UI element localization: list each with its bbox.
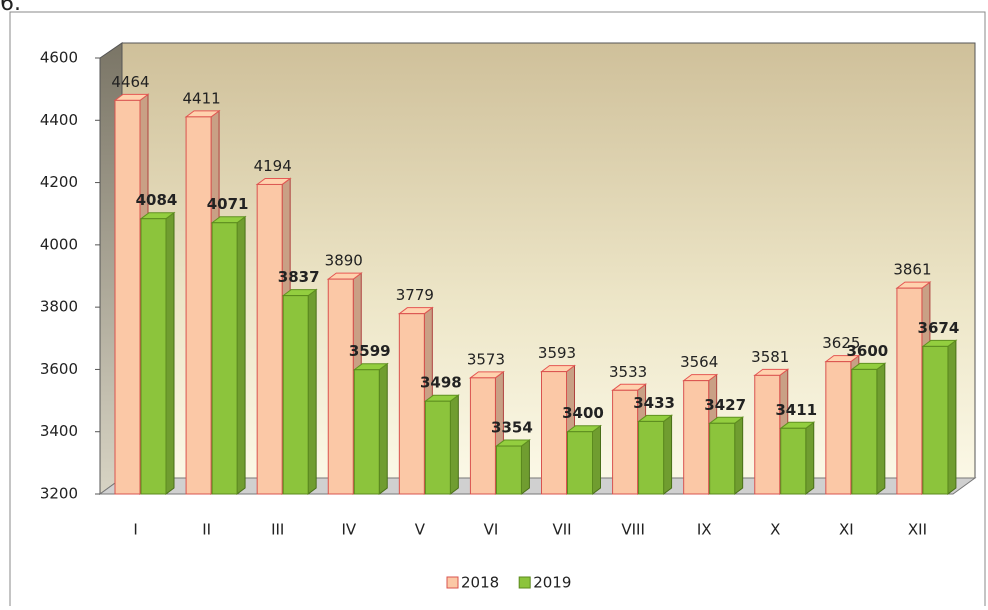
- data-label: 4084: [136, 191, 178, 209]
- bar: [754, 374, 781, 495]
- bar: [327, 278, 354, 495]
- bar-side: [805, 421, 815, 495]
- bar-side: [307, 288, 317, 495]
- data-label: 3354: [491, 419, 533, 437]
- bar: [612, 389, 639, 495]
- bar: [185, 116, 212, 495]
- data-label: 3600: [846, 342, 888, 360]
- data-label: 3564: [680, 353, 718, 371]
- x-tick-label: IX: [697, 521, 712, 539]
- legend-label: 2019: [533, 574, 571, 592]
- bar-side: [520, 439, 530, 495]
- x-tick-label: VII: [552, 521, 571, 539]
- data-label: 3581: [751, 348, 789, 366]
- data-label: 3433: [633, 394, 675, 412]
- bar: [140, 218, 167, 495]
- x-tick-label: IV: [341, 521, 356, 539]
- data-label: 3861: [893, 261, 931, 279]
- y-tick-label: 3200: [40, 485, 78, 503]
- data-label: 3427: [704, 396, 746, 414]
- bar-side: [734, 416, 744, 495]
- data-label: 3498: [420, 374, 462, 392]
- bar: [851, 368, 878, 495]
- x-tick-label: VI: [484, 521, 499, 539]
- bar: [825, 361, 852, 495]
- x-tick-label: X: [770, 521, 780, 539]
- bar: [922, 345, 949, 495]
- chart-frame: [9, 11, 986, 610]
- bar: [780, 427, 807, 495]
- data-label: 3625: [822, 334, 860, 352]
- data-label: 4411: [182, 89, 220, 107]
- bar-side: [947, 339, 957, 495]
- bar-side: [592, 424, 601, 495]
- x-tick-label: III: [271, 521, 284, 539]
- data-label: 3779: [396, 286, 434, 304]
- bar: [424, 400, 451, 495]
- bar-side: [165, 211, 175, 495]
- y-tick-label: 4600: [40, 49, 78, 67]
- x-tick-label: V: [415, 521, 426, 539]
- x-tick-label: VIII: [621, 521, 645, 539]
- bar-side: [449, 394, 459, 495]
- x-tick-label: I: [133, 521, 137, 539]
- bar: [896, 287, 923, 495]
- data-label: 3593: [538, 344, 576, 362]
- data-label: 3890: [325, 252, 363, 270]
- bar: [683, 380, 710, 495]
- legend-label: 2018: [461, 574, 499, 592]
- y-tick-label: 4400: [40, 111, 78, 129]
- data-label: 3599: [349, 342, 391, 360]
- bar: [638, 420, 665, 495]
- legend-swatch: [446, 576, 459, 589]
- bar: [495, 445, 522, 495]
- bar: [469, 377, 496, 495]
- data-label: 3533: [609, 363, 647, 381]
- data-label: 4194: [254, 157, 292, 175]
- y-tick-label: 3400: [40, 422, 78, 440]
- y-tick-label: 3600: [40, 360, 78, 378]
- data-label: 4071: [207, 195, 249, 213]
- data-label: 3837: [278, 268, 320, 286]
- bar-side: [663, 414, 673, 495]
- x-tick-label: II: [202, 521, 211, 539]
- bar: [211, 222, 238, 495]
- y-tick-label: 3800: [40, 298, 78, 316]
- y-tick-label: 4000: [40, 235, 78, 253]
- legend-swatch: [518, 576, 531, 589]
- bar: [709, 422, 736, 495]
- bar: [353, 369, 380, 495]
- x-tick-label: XII: [908, 521, 927, 539]
- data-label: 4464: [111, 73, 149, 91]
- data-label: 3573: [467, 350, 505, 368]
- bar: [256, 183, 283, 495]
- bar-side: [236, 215, 246, 495]
- data-label: 3400: [562, 404, 604, 422]
- bar: [541, 371, 567, 495]
- x-tick-label: XI: [839, 521, 854, 539]
- data-label: 3674: [918, 319, 960, 337]
- bar: [398, 313, 425, 495]
- bar: [282, 295, 309, 495]
- bar: [567, 431, 593, 495]
- y-tick-label: 4200: [40, 173, 78, 191]
- bar: [114, 99, 141, 495]
- data-label: 3411: [775, 401, 817, 419]
- bar-side: [378, 362, 388, 495]
- bar-side: [876, 362, 886, 495]
